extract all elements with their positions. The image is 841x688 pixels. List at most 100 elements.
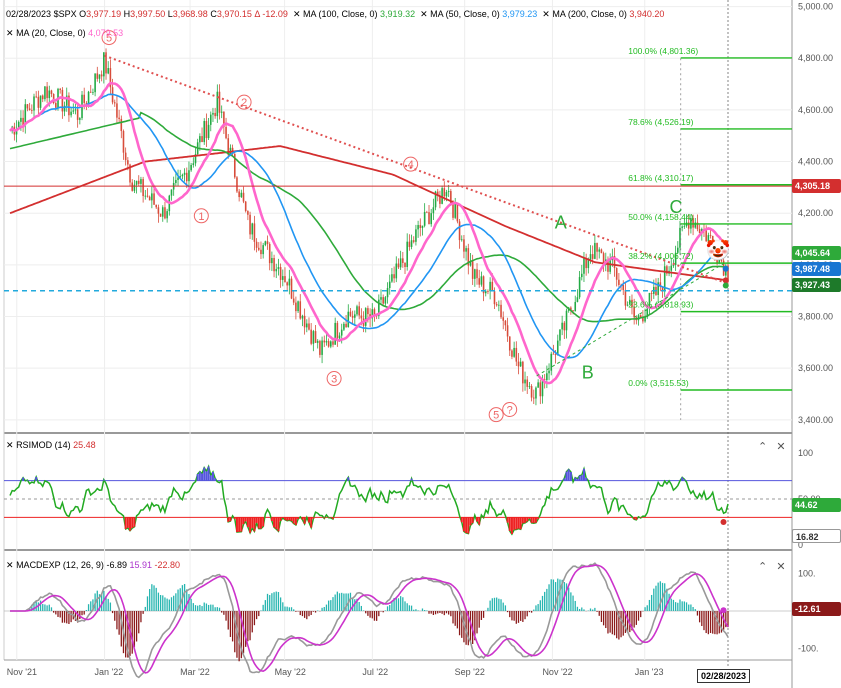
macd-label: MACDEXP (12, 26, 9) <box>16 560 104 570</box>
rsi-collapse-icon[interactable]: ⌃ <box>758 441 768 453</box>
candle-body <box>576 297 579 302</box>
candle-body <box>96 73 99 79</box>
candle-body <box>659 282 662 288</box>
price-tick-label: 3,400.00 <box>798 415 833 425</box>
candle-body <box>358 306 360 316</box>
candle-body <box>203 121 206 143</box>
candle-body <box>153 193 155 205</box>
candle-body <box>406 241 408 267</box>
candle-body <box>166 211 168 219</box>
candle-body <box>70 111 72 116</box>
price-tick-label: 3,600.00 <box>798 363 833 373</box>
remove-ma100-icon[interactable]: ✕ <box>292 9 301 19</box>
ma200-line <box>9 145 729 282</box>
candle-body <box>465 248 467 252</box>
candle-body <box>504 320 507 326</box>
candle-body <box>679 227 681 248</box>
candle-body <box>292 298 295 303</box>
macd-close-icon[interactable]: ✕ <box>776 561 786 573</box>
candle-body <box>663 266 666 291</box>
remove-ma200-icon[interactable]: ✕ <box>542 9 550 19</box>
candle-body <box>524 379 526 384</box>
candle-body <box>631 299 633 308</box>
candle-body <box>83 94 86 103</box>
candle-body <box>306 323 308 328</box>
candle-body <box>242 192 245 202</box>
low-value: 3,968.98 <box>172 9 208 19</box>
remove-macd-icon[interactable]: ✕ <box>6 560 14 570</box>
macd-value-tag: -12.61 <box>792 602 841 616</box>
candle-body <box>707 235 710 242</box>
candle-body <box>373 309 376 315</box>
candle-body <box>460 239 463 241</box>
candle-body <box>402 258 404 263</box>
candle-body <box>541 379 544 397</box>
candle-body <box>371 309 374 319</box>
candle-body <box>113 102 116 104</box>
macd-signal-line <box>10 564 729 674</box>
candle-body <box>683 225 686 227</box>
candle-body <box>548 370 550 374</box>
candle-body <box>480 276 483 285</box>
candle-body <box>297 301 299 312</box>
candle-body <box>648 292 651 309</box>
candle-body <box>68 95 70 116</box>
macd-collapse-icon[interactable]: ⌃ <box>758 561 768 573</box>
candle-body <box>650 292 653 294</box>
high-value: 3,997.50 <box>130 9 166 19</box>
wave-label-1: 1 <box>198 211 204 223</box>
rsi-close-icon[interactable]: ✕ <box>776 441 786 453</box>
candle-body <box>205 121 208 139</box>
remove-ma50-icon[interactable]: ✕ <box>420 9 428 19</box>
candle-body <box>559 329 561 341</box>
candle-body <box>698 229 701 234</box>
candle-body <box>89 91 92 93</box>
candle-body <box>441 188 443 204</box>
candle-body <box>336 322 339 339</box>
candle-body <box>55 103 57 108</box>
candle-body <box>493 291 496 305</box>
candle-body <box>103 52 105 77</box>
candle-body <box>626 304 629 306</box>
candle-body <box>233 154 236 178</box>
candle-body <box>395 263 398 279</box>
candle-body <box>716 256 718 263</box>
rsi-pane <box>4 464 792 536</box>
candle-body <box>271 258 273 264</box>
macd-current-dot <box>720 607 727 614</box>
candle-body <box>227 138 230 155</box>
candle-body <box>519 361 522 367</box>
remove-rsi-icon[interactable]: ✕ <box>6 440 14 450</box>
x-tick-label: May '22 <box>275 667 306 677</box>
candle-body <box>247 211 249 215</box>
candle-body <box>20 117 22 122</box>
candle-body <box>482 276 485 294</box>
remove-ma20-icon[interactable]: ✕ <box>6 28 14 38</box>
candle-body <box>720 255 723 261</box>
candle-body <box>288 278 291 286</box>
x-tick-label: Jul '22 <box>362 667 388 677</box>
candle-body <box>240 192 243 198</box>
candle-body <box>35 96 37 98</box>
candle-body <box>360 315 363 319</box>
candle-body <box>212 112 214 115</box>
candle-body <box>122 131 125 153</box>
candle-body <box>314 331 317 343</box>
candle-body <box>330 341 332 347</box>
candle-body <box>225 126 227 139</box>
candle-body <box>498 304 500 306</box>
price-tick-label: 4,200.00 <box>798 208 833 218</box>
candle-body <box>687 222 690 229</box>
candle-body <box>574 301 577 312</box>
macd-tick-label: 100. <box>798 569 816 579</box>
ma100-line <box>9 111 729 323</box>
candle-body <box>92 92 94 93</box>
candle-body <box>677 247 679 253</box>
price-tick-label: 4,600.00 <box>798 105 833 115</box>
candle-body <box>238 191 240 198</box>
candle-body <box>146 195 149 197</box>
candle-body <box>50 90 53 94</box>
candle-body <box>622 285 625 291</box>
candle-body <box>596 242 598 252</box>
high-label: H <box>123 9 131 19</box>
